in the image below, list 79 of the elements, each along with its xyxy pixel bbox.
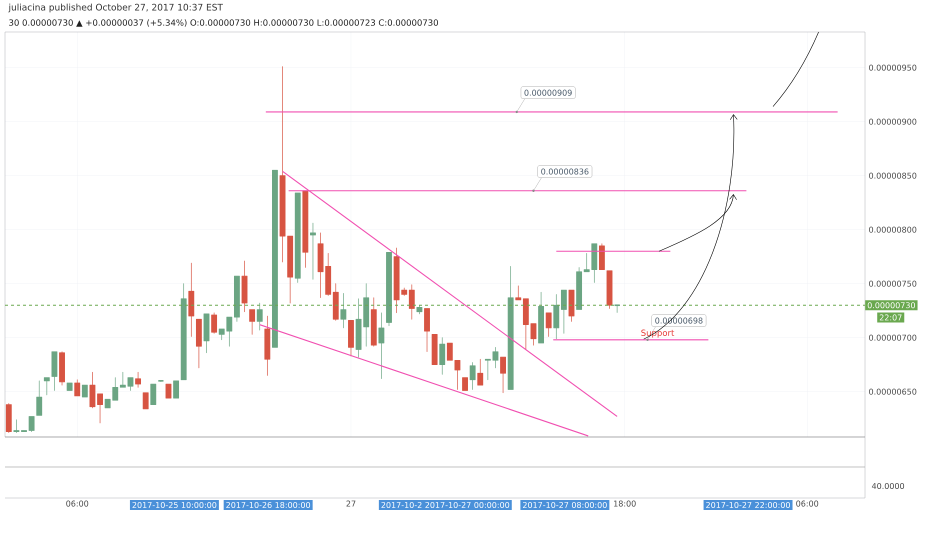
chart-title: juliacina published October 27, 2017 10:37 EST bbox=[8, 4, 223, 12]
candlestick bbox=[264, 316, 270, 376]
candlestick bbox=[432, 334, 438, 365]
y-tick-label: 0.00000750 bbox=[869, 280, 916, 287]
candlestick bbox=[150, 384, 156, 405]
candlestick bbox=[249, 309, 256, 335]
candlestick bbox=[59, 351, 65, 386]
candlestick bbox=[310, 222, 316, 280]
x-tick-label: 06:00 bbox=[796, 500, 818, 507]
candlestick bbox=[196, 318, 202, 368]
candlestick bbox=[606, 270, 612, 309]
candlestick bbox=[142, 392, 149, 410]
candlestick bbox=[340, 293, 346, 328]
text: 2017-10-2 2017-10-27 00:00:00 bbox=[381, 502, 510, 508]
candlestick bbox=[370, 297, 377, 347]
candlestick bbox=[416, 304, 422, 314]
text: 22:07 bbox=[880, 314, 902, 320]
candlestick bbox=[180, 283, 187, 380]
candlestick bbox=[424, 308, 430, 352]
candlestick bbox=[6, 403, 12, 434]
candlestick bbox=[500, 356, 506, 394]
annotation: 0.00000836 bbox=[541, 168, 589, 175]
candlestick bbox=[386, 252, 392, 326]
candlestick bbox=[546, 312, 552, 337]
y-tick-label: 0.00000850 bbox=[869, 172, 916, 179]
annotation: 0.00000909 bbox=[524, 90, 572, 96]
candlestick bbox=[218, 328, 225, 340]
candlestick bbox=[104, 398, 111, 408]
candlestick bbox=[204, 314, 210, 354]
candlestick bbox=[568, 290, 574, 322]
candlestick bbox=[538, 292, 544, 344]
candlestick bbox=[272, 170, 278, 348]
x-tick-label: 18:00 bbox=[614, 500, 636, 507]
x-tick-label: 27 bbox=[346, 500, 356, 506]
candlestick bbox=[332, 283, 339, 321]
candlestick bbox=[173, 380, 180, 398]
y-tick-label: 0.00000650 bbox=[869, 388, 916, 395]
y-tick-label: 0.00000700 bbox=[869, 334, 916, 341]
candlestick bbox=[348, 320, 354, 356]
chart-subtitle: 30 0.00000730 ▲ +0.00000037 (+5.34%) O:0.00000730 H:0.00000730 L:0.00000723 C:0.00000730 bbox=[9, 19, 438, 27]
candlestick bbox=[394, 248, 400, 314]
candlestick bbox=[576, 267, 582, 310]
candlestick bbox=[401, 288, 408, 296]
candlestick bbox=[356, 298, 362, 358]
candlestick bbox=[470, 362, 476, 390]
candlestick bbox=[51, 351, 58, 391]
text: 40.0000 bbox=[872, 482, 904, 490]
candlestick bbox=[256, 302, 263, 330]
candlestick bbox=[378, 312, 384, 380]
candlestick bbox=[36, 380, 42, 416]
text: 2017-10-27 08:00:00 bbox=[522, 502, 607, 508]
candlestick bbox=[408, 284, 415, 320]
y-tick-label: 0.00000900 bbox=[869, 118, 916, 125]
candlestick bbox=[211, 312, 218, 334]
candlestick bbox=[294, 192, 301, 283]
candlestick bbox=[166, 384, 172, 398]
x-tick-label: 06:00 bbox=[66, 500, 88, 507]
candlestick bbox=[74, 379, 80, 396]
candlestick bbox=[598, 243, 605, 270]
candlestick bbox=[363, 283, 370, 347]
candlestick bbox=[439, 337, 446, 375]
candlestick bbox=[242, 260, 248, 312]
y-tick-label: 0.00000800 bbox=[869, 226, 916, 233]
candlestick bbox=[560, 290, 567, 334]
candlestick bbox=[508, 266, 514, 390]
candlestick bbox=[553, 294, 560, 340]
candlestick bbox=[66, 382, 73, 391]
candlestick bbox=[135, 372, 142, 388]
candlestick bbox=[82, 384, 88, 398]
ref-line-label: 0.00000730 bbox=[868, 302, 916, 308]
text: 2017-10-25 10:00:00 bbox=[132, 502, 216, 508]
y-tick-label: 0.00000950 bbox=[869, 64, 916, 71]
candlestick bbox=[302, 190, 308, 268]
candlestick bbox=[44, 377, 50, 396]
candlestick bbox=[477, 358, 484, 386]
candlestick bbox=[112, 377, 118, 401]
text: 2017-10-26 18:00:00 bbox=[226, 502, 310, 508]
candlestick bbox=[462, 377, 468, 391]
text: 2017-10-27 22:00:00 bbox=[706, 502, 790, 508]
